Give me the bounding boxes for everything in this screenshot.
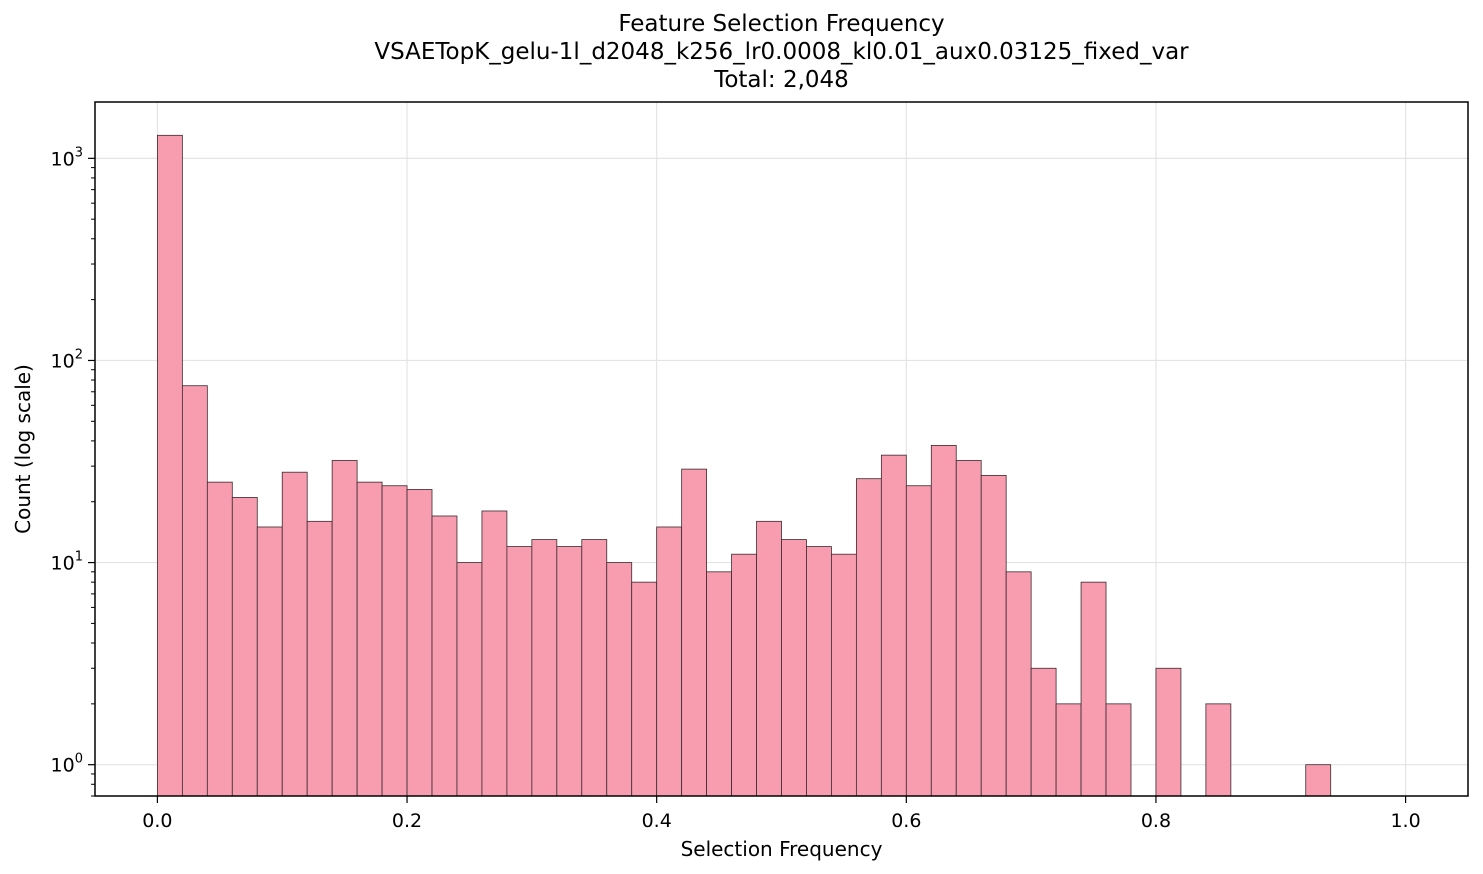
histogram-bar	[456, 562, 483, 797]
histogram-bar	[431, 515, 458, 797]
histogram-bar	[556, 546, 583, 797]
histogram-bar	[1055, 703, 1082, 797]
histogram-bar	[256, 526, 283, 797]
histogram-bar	[831, 553, 857, 797]
histogram-bar	[880, 454, 907, 797]
x-tick-label: 1.0	[1390, 810, 1420, 832]
histogram-bar	[506, 546, 533, 797]
histogram-bar	[1105, 703, 1132, 797]
y-axis-label: Count (log scale)	[11, 364, 35, 534]
histogram-bars	[157, 134, 1332, 797]
histogram-bar	[481, 510, 508, 797]
histogram-bar	[631, 581, 658, 797]
x-tick-label: 0.4	[642, 810, 672, 832]
histogram-bar	[606, 562, 633, 797]
histogram-bar	[905, 485, 932, 797]
histogram-bar	[331, 460, 358, 797]
y-tick-label: 103	[51, 145, 83, 170]
histogram-bar	[930, 444, 957, 797]
histogram-bar	[157, 134, 183, 797]
histogram-bar	[306, 520, 333, 797]
histogram-bar	[1005, 571, 1032, 797]
histogram-bar	[656, 526, 683, 797]
y-tick-label: 101	[51, 550, 83, 575]
histogram-bar	[980, 474, 1007, 797]
x-axis-label: Selection Frequency	[681, 837, 883, 861]
axis-ticks: 0.0 0.2 0.4 0.6 0.8 1.0 100 101 102 103	[51, 145, 1421, 832]
histogram-bar	[706, 571, 732, 797]
histogram-bar	[855, 478, 882, 797]
histogram-bar	[1305, 764, 1332, 797]
chart-title-line-3: Total: 2,048	[714, 67, 849, 93]
histogram-bar	[181, 385, 208, 797]
histogram-bar	[955, 460, 982, 797]
histogram-bar	[1030, 667, 1057, 797]
histogram-bar	[381, 485, 408, 797]
histogram-bar	[731, 553, 757, 797]
histogram-bar	[356, 481, 383, 797]
x-tick-label: 0.8	[1141, 810, 1171, 832]
chart-title-line-2: VSAETopK_gelu-1l_d2048_k256_lr0.0008_kl0…	[374, 39, 1189, 65]
histogram-bar	[681, 468, 708, 797]
histogram-bar	[756, 520, 782, 797]
histogram-bar	[806, 546, 832, 797]
histogram-bar	[406, 489, 433, 797]
plot-frame	[94, 101, 1469, 797]
histogram-bar	[231, 497, 258, 797]
histogram-bar	[281, 471, 308, 797]
x-tick-label: 0.0	[142, 810, 172, 832]
histogram-bar	[1205, 703, 1232, 797]
histogram-bar	[581, 539, 608, 797]
x-tick-label: 0.2	[392, 810, 422, 832]
y-tick-label: 102	[51, 347, 83, 372]
chart-title-line-1: Feature Selection Frequency	[618, 11, 945, 37]
chart-title: Feature Selection Frequency VSAETopK_gel…	[0, 10, 1483, 94]
histogram-bar	[1155, 667, 1182, 797]
histogram-bar	[1080, 581, 1107, 797]
y-tick-label: 100	[51, 752, 83, 777]
histogram-bar	[531, 539, 558, 797]
histogram-bar	[781, 539, 807, 797]
x-tick-label: 0.6	[891, 810, 921, 832]
histogram-bar	[206, 481, 233, 797]
